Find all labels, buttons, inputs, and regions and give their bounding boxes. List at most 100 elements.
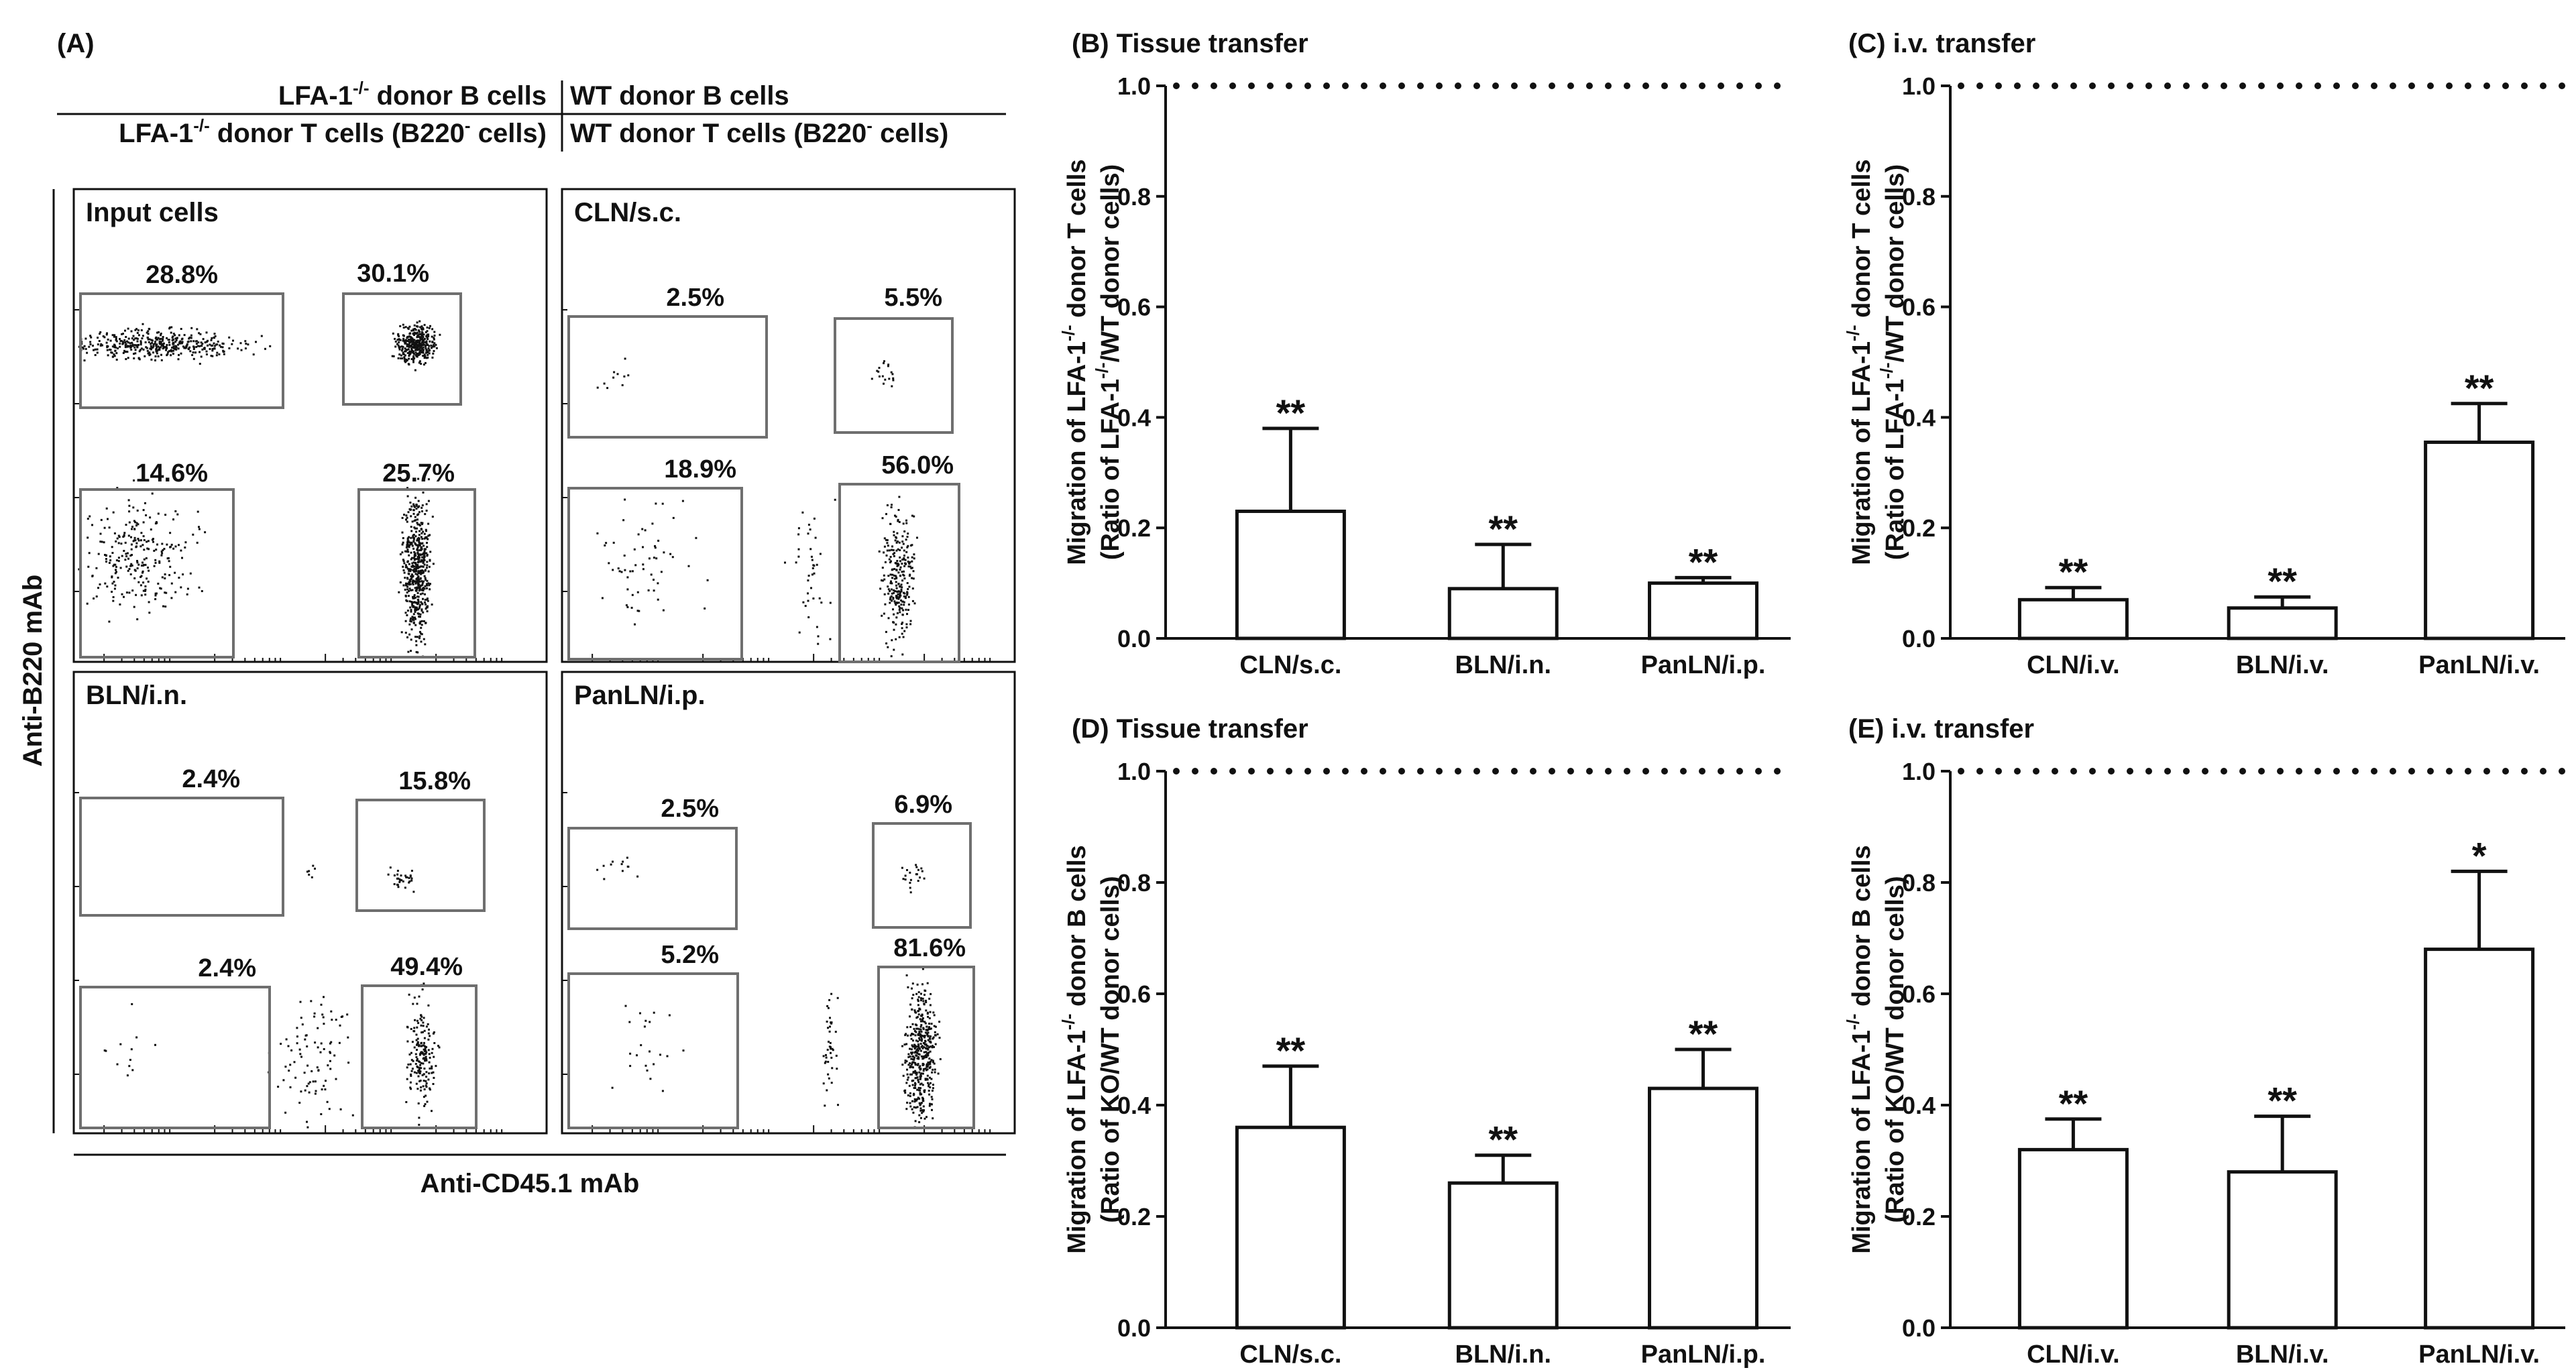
flow-event-dot (915, 873, 917, 876)
flow-event-dot (885, 630, 887, 633)
flow-event-dot (282, 1079, 285, 1082)
flow-event-dot (190, 334, 192, 337)
chart-B: (B) Tissue transfer0.00.20.40.60.81.0Mig… (1058, 29, 1794, 679)
bar-CLN/s.c. (1235, 509, 1346, 640)
flow-event-dot (150, 339, 153, 341)
flow-event-dot (427, 347, 430, 349)
flow-event-dot (899, 611, 901, 614)
flow-event-dot (213, 342, 215, 345)
flow-event-dot (428, 1072, 431, 1075)
flow-event-dot (139, 341, 142, 344)
flow-event-dot (174, 345, 176, 347)
flow-event-dot (909, 891, 912, 894)
flow-event-dot (432, 1071, 435, 1074)
flow-event-dot (414, 573, 417, 575)
flow-event-dot (125, 345, 128, 348)
flow-event-dot (412, 595, 414, 598)
flow-event-dot (891, 592, 893, 595)
flow-event-dot (414, 343, 416, 346)
flow-event-dot (192, 351, 194, 354)
flow-event-dot (129, 342, 131, 345)
flow-event-dot (414, 606, 416, 609)
flow-event-dot (222, 349, 225, 352)
flow-event-dot (418, 534, 421, 536)
flow-event-dot (668, 1014, 671, 1017)
flow-event-dot (316, 1066, 319, 1069)
flow-event-dot (404, 354, 406, 357)
flow-event-dot (921, 1018, 923, 1021)
flow-event-dot (912, 1033, 915, 1035)
flow-event-dot (101, 540, 103, 543)
flow-event-dot (308, 870, 311, 872)
flow-event-dot (649, 1078, 652, 1080)
flow-event-dot (414, 561, 417, 564)
flow-event-dot (425, 1086, 428, 1088)
flow-event-dot (113, 587, 116, 590)
flow-event-dot (418, 349, 421, 351)
flow-event-dot (424, 598, 427, 601)
flow-event-dot (125, 524, 127, 526)
flow-event-dot (104, 554, 106, 556)
flow-event-dot (409, 502, 412, 504)
flow-event-dot (905, 974, 908, 976)
chart-E: (E) i.v. transfer0.00.20.40.60.81.0Migra… (1843, 714, 2569, 1369)
flow-event-dot (418, 1117, 421, 1119)
flow-event-dot (414, 327, 416, 330)
flow-event-dot (123, 550, 125, 552)
flow-event-dot (891, 577, 893, 579)
flow-event-dot (928, 1051, 930, 1054)
flow-event-dot (312, 864, 315, 867)
flow-event-dot (105, 555, 107, 557)
flow-event-dot (398, 335, 400, 337)
flow-event-dot (650, 573, 653, 576)
flow-event-dot (908, 563, 911, 565)
flow-event-dot (423, 1080, 425, 1082)
flow-event-dot (611, 1086, 614, 1089)
flow-event-dot (913, 557, 915, 560)
flow-event-dot (419, 1017, 422, 1020)
flow-event-dot (182, 345, 184, 348)
flow-event-dot (916, 1057, 919, 1060)
flow-event-dot (100, 343, 103, 345)
flow-event-dot (125, 343, 127, 345)
flow-event-dot (909, 545, 912, 547)
flow-event-dot (211, 348, 214, 350)
flow-event-dot (156, 543, 158, 546)
chart-title: (B) Tissue transfer (1072, 29, 1308, 58)
flow-event-dot (115, 571, 117, 573)
flow-event-dot (907, 609, 909, 611)
flow-event-dot (905, 1060, 908, 1063)
flow-event-dot (131, 526, 133, 528)
flow-event-dot (133, 528, 136, 530)
flow-event-dot (211, 355, 214, 357)
flow-event-dot (290, 1049, 293, 1051)
flow-event-dot (415, 504, 418, 506)
flow-event-dot (425, 510, 428, 512)
flow-event-dot (431, 341, 434, 343)
flow-event-dot (912, 1039, 914, 1042)
flow-event-dot (156, 522, 158, 524)
flow-event-dot (137, 539, 140, 542)
flow-event-dot (425, 552, 428, 555)
flow-event-dot (642, 546, 644, 549)
flow-event-dot (422, 530, 425, 533)
flow-event-dot (178, 544, 180, 547)
flow-event-dot (142, 509, 145, 512)
flow-event-dot (421, 347, 424, 350)
flow-event-dot (174, 334, 176, 337)
flow-event-dot (421, 528, 423, 531)
flow-event-dot (322, 1016, 325, 1019)
flow-event-dot (288, 1070, 290, 1072)
flow-event-dot (927, 1064, 930, 1066)
flow-event-dot (406, 340, 409, 343)
flow-event-dot (416, 547, 419, 550)
header-lfa1-t-cells: LFA-1-/- donor T cells (B220- cells) (119, 115, 547, 148)
flow-event-dot (409, 1063, 412, 1066)
flow-event-dot (893, 568, 896, 571)
bar-PanLN/i.p. (1648, 581, 1759, 640)
flow-event-dot (112, 355, 114, 358)
flow-event-dot (888, 549, 891, 552)
flow-event-dot (938, 1021, 941, 1023)
flow-event-dot (433, 342, 436, 345)
flow-event-dot (891, 385, 893, 388)
